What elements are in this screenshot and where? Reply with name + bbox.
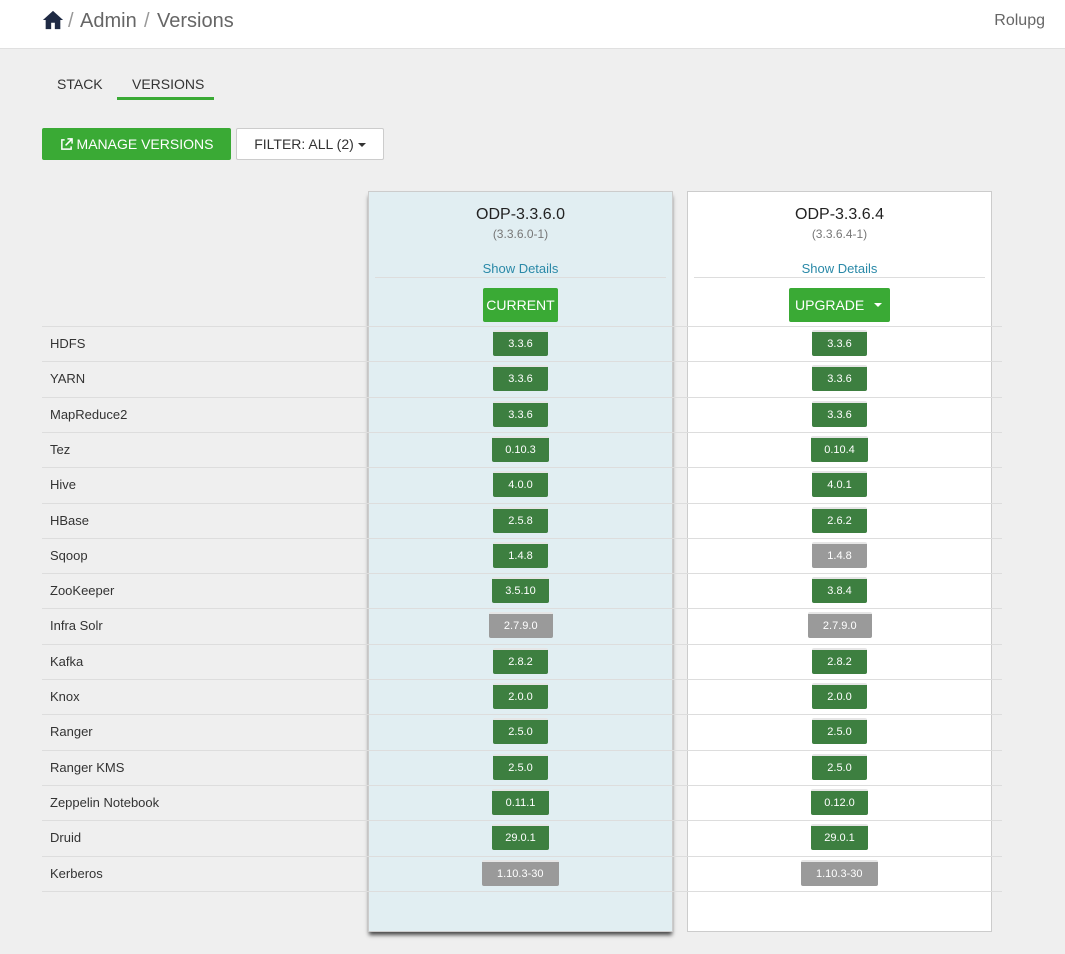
service-version-badge: 4.0.1	[812, 471, 867, 497]
service-name: HBase	[50, 513, 90, 528]
service-version-badge: 2.0.0	[493, 683, 548, 709]
service-version-badge: 29.0.1	[811, 824, 868, 850]
version-name: ODP-3.3.6.0	[476, 206, 565, 223]
service-name: Tez	[50, 442, 71, 457]
row-divider	[42, 856, 1002, 857]
service-version-badge: 3.5.10	[492, 577, 549, 603]
service-name: Infra Solr	[50, 618, 103, 633]
filter-label: FILTER: ALL (2)	[254, 136, 354, 152]
home-icon[interactable]	[42, 9, 64, 31]
row-divider	[42, 538, 1002, 539]
service-version-badge: 2.7.9.0	[489, 612, 553, 638]
show-details-link[interactable]: Show Details	[801, 261, 878, 276]
service-version-badge: 0.12.0	[811, 789, 868, 815]
service-version-badge: 3.3.6	[812, 365, 867, 391]
service-version-badge: 1.10.3-30	[482, 860, 559, 886]
row-divider	[42, 750, 1002, 751]
row-divider	[42, 679, 1002, 680]
tab-stack[interactable]: STACK	[57, 76, 103, 92]
service-name: Hive	[50, 477, 77, 492]
service-name: Zeppelin Notebook	[50, 795, 160, 810]
breadcrumb-separator: /	[68, 10, 74, 32]
divider	[694, 277, 985, 278]
service-version-badge: 29.0.1	[492, 824, 549, 850]
tab-versions[interactable]: VERSIONS	[132, 76, 205, 92]
show-details-link[interactable]: Show Details	[482, 261, 559, 276]
service-version-badge: 0.11.1	[492, 789, 549, 815]
row-divider	[42, 573, 1002, 574]
filter-dropdown[interactable]: FILTER: ALL (2)	[236, 128, 384, 160]
external-link-icon	[60, 138, 73, 150]
row-divider	[42, 467, 1002, 468]
service-name: Ranger KMS	[50, 760, 125, 775]
service-version-badge: 2.5.0	[812, 718, 867, 744]
service-name: YARN	[50, 371, 86, 386]
divider	[375, 277, 666, 278]
service-version-badge: 2.8.2	[812, 648, 867, 674]
row-divider	[42, 891, 1002, 892]
breadcrumb-separator: /	[144, 10, 150, 32]
page-title: Versions	[157, 10, 234, 32]
user-menu[interactable]: Rolupg	[994, 12, 1045, 29]
service-name: ZooKeeper	[50, 583, 115, 598]
service-version-badge: 0.10.4	[811, 436, 868, 462]
version-build: (3.3.6.4-1)	[811, 227, 868, 241]
service-version-badge: 3.3.6	[493, 365, 548, 391]
row-divider	[42, 714, 1002, 715]
row-divider	[42, 608, 1002, 609]
service-name: Sqoop	[50, 548, 88, 563]
row-divider	[42, 432, 1002, 433]
chevron-down-icon[interactable]	[874, 303, 882, 307]
row-divider	[42, 820, 1002, 821]
service-version-badge: 2.5.8	[493, 507, 548, 533]
service-version-badge: 2.5.0	[493, 754, 548, 780]
breadcrumb-admin[interactable]: Admin	[80, 10, 137, 32]
row-divider	[42, 785, 1002, 786]
service-version-badge: 3.8.4	[812, 577, 867, 603]
row-divider	[42, 326, 1002, 327]
row-divider	[42, 503, 1002, 504]
manage-versions-button[interactable]: MANAGE VERSIONS	[42, 128, 231, 160]
service-version-badge: 0.10.3	[492, 436, 549, 462]
upgrade-label: UPGRADE	[795, 297, 865, 313]
chevron-down-icon	[357, 143, 366, 147]
version-name: ODP-3.3.6.4	[795, 206, 884, 223]
service-version-badge: 3.3.6	[493, 401, 548, 427]
service-version-badge: 3.3.6	[493, 330, 548, 356]
service-name: Ranger	[50, 724, 93, 739]
service-version-badge: 1.4.8	[493, 542, 548, 568]
row-divider	[42, 361, 1002, 362]
service-version-badge: 2.8.2	[493, 648, 548, 674]
service-version-badge: 3.3.6	[812, 401, 867, 427]
service-version-badge: 2.7.9.0	[808, 612, 872, 638]
version-build: (3.3.6.0-1)	[492, 227, 549, 241]
current-button[interactable]: CURRENT	[483, 288, 558, 322]
service-version-badge: 2.5.0	[493, 718, 548, 744]
service-version-badge: 1.4.8	[812, 542, 867, 568]
service-name: HDFS	[50, 336, 86, 351]
top-bar: / Admin / Versions Rolupg	[0, 0, 1065, 49]
service-name: Knox	[50, 689, 80, 704]
service-version-badge: 4.0.0	[493, 471, 548, 497]
service-name: MapReduce2	[50, 407, 128, 422]
upgrade-button[interactable]: UPGRADE	[789, 288, 890, 322]
manage-versions-label: MANAGE VERSIONS	[76, 136, 214, 152]
row-divider	[42, 397, 1002, 398]
row-divider	[42, 644, 1002, 645]
service-name: Druid	[50, 830, 82, 845]
service-version-badge: 2.5.0	[812, 754, 867, 780]
service-version-badge: 2.6.2	[812, 507, 867, 533]
active-tab-indicator	[117, 97, 214, 100]
service-name: Kafka	[50, 654, 84, 669]
service-version-badge: 2.0.0	[812, 683, 867, 709]
service-name: Kerberos	[50, 866, 103, 881]
service-version-badge: 1.10.3-30	[801, 860, 878, 886]
service-version-badge: 3.3.6	[812, 330, 867, 356]
